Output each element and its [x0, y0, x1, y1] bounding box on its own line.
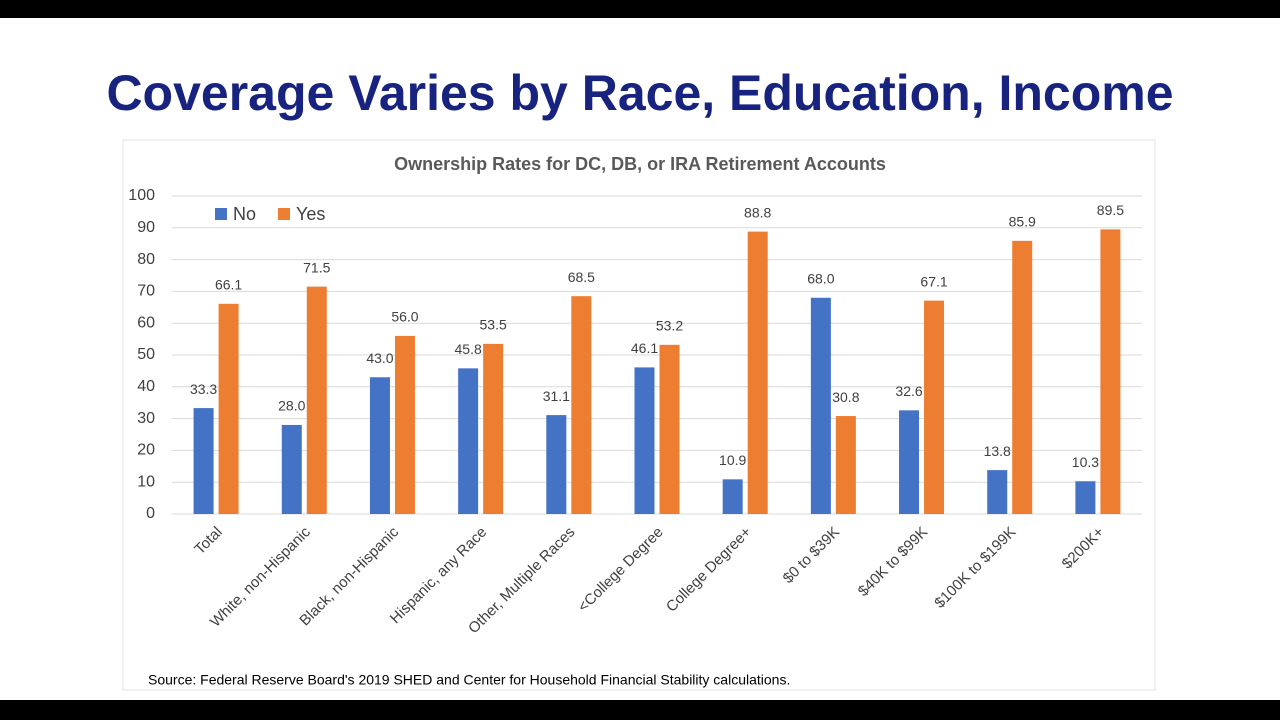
value-label: 68.5	[568, 269, 595, 285]
legend-swatch	[278, 208, 291, 220]
value-label: 31.1	[543, 388, 570, 404]
value-label: 13.8	[984, 443, 1011, 459]
bar	[1100, 229, 1121, 514]
bar	[193, 408, 214, 514]
bar	[369, 377, 390, 514]
source-note: Source: Federal Reserve Board's 2019 SHE…	[148, 672, 790, 688]
bar	[458, 368, 479, 514]
slide-title: Coverage Varies by Race, Education, Inco…	[106, 65, 1173, 121]
bar	[1012, 240, 1033, 514]
y-tick-label: 80	[137, 251, 155, 268]
value-label: 28.0	[278, 398, 305, 414]
legend-label: No	[233, 204, 256, 224]
bar	[571, 296, 592, 514]
value-label: 66.1	[215, 277, 242, 293]
value-label: 32.6	[895, 383, 922, 399]
value-label: 10.9	[719, 452, 746, 468]
bar	[924, 300, 945, 514]
legend-label: Yes	[296, 204, 325, 224]
value-label: 33.3	[190, 381, 217, 397]
bar	[306, 286, 327, 514]
legend-swatch	[215, 208, 227, 220]
value-label: 10.3	[1072, 454, 1099, 470]
bar	[722, 479, 743, 514]
value-label: 30.8	[832, 389, 859, 405]
value-label: 53.2	[656, 318, 683, 334]
bar	[394, 335, 415, 514]
y-tick-label: 60	[137, 314, 155, 331]
value-label: 56.0	[391, 309, 418, 325]
bar	[987, 470, 1008, 514]
bar	[810, 297, 831, 514]
value-label: 43.0	[366, 350, 393, 366]
value-label: 89.5	[1097, 202, 1124, 218]
value-label: 46.1	[631, 340, 658, 356]
value-label: 88.8	[744, 204, 771, 220]
bar	[634, 367, 655, 514]
bar	[899, 410, 920, 514]
y-tick-label: 40	[137, 378, 155, 395]
bar	[1075, 481, 1096, 514]
bar	[281, 424, 302, 514]
bar	[546, 415, 567, 514]
y-tick-label: 70	[137, 283, 155, 300]
value-label: 71.5	[303, 259, 330, 275]
value-label: 68.0	[807, 270, 834, 286]
y-tick-label: 10	[137, 473, 155, 490]
bar	[659, 344, 680, 514]
y-tick-label: 30	[137, 410, 155, 427]
value-label: 85.9	[1009, 214, 1036, 230]
bar	[835, 416, 856, 514]
bar	[483, 343, 504, 514]
y-tick-label: 100	[128, 187, 155, 204]
value-label: 67.1	[920, 273, 947, 289]
value-label: 53.5	[480, 317, 507, 333]
y-tick-label: 20	[137, 442, 155, 459]
value-label: 45.8	[455, 341, 482, 357]
y-tick-label: 0	[146, 505, 155, 522]
y-tick-label: 50	[137, 346, 155, 363]
bar	[747, 231, 768, 514]
y-tick-label: 90	[137, 219, 155, 236]
bar	[218, 303, 239, 514]
chart-title: Ownership Rates for DC, DB, or IRA Retir…	[394, 154, 886, 174]
